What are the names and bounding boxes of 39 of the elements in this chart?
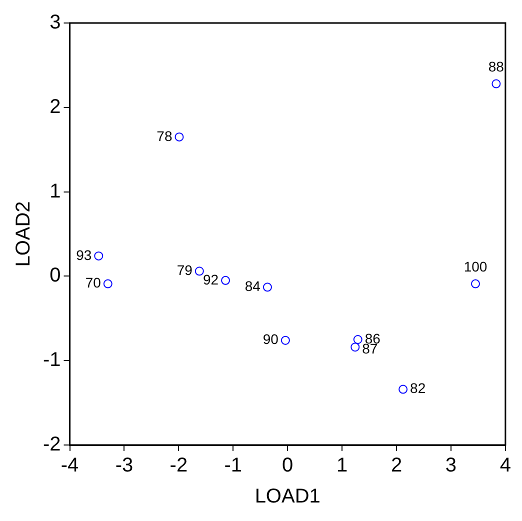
x-tick-label: 4 bbox=[500, 454, 511, 477]
point bbox=[492, 79, 501, 88]
x-tick-label: -2 bbox=[170, 454, 188, 477]
annotation: 90 bbox=[262, 331, 279, 348]
annotation: 78 bbox=[156, 128, 172, 144]
point bbox=[94, 251, 104, 260]
y-tick-label: -1 bbox=[42, 349, 61, 372]
annotation: 100 bbox=[464, 258, 488, 275]
annotation: 92 bbox=[202, 271, 219, 288]
annotation: 70 bbox=[85, 274, 102, 291]
annotation: 82 bbox=[410, 380, 426, 396]
annotation: 88 bbox=[488, 58, 504, 75]
y-tick-label: 2 bbox=[50, 96, 61, 118]
point bbox=[470, 279, 480, 288]
point bbox=[262, 282, 272, 292]
y-axis-title: LOAD2 bbox=[12, 201, 35, 267]
annotation: 84 bbox=[244, 278, 261, 294]
x-tick-label: 3 bbox=[445, 454, 457, 477]
point bbox=[280, 336, 290, 345]
point bbox=[221, 276, 230, 285]
point bbox=[398, 384, 408, 394]
x-axis-title: LOAD1 bbox=[254, 486, 320, 508]
x-tick-label: 0 bbox=[282, 454, 294, 477]
y-tick-label: 1 bbox=[50, 180, 61, 202]
x-tick-label: -4 bbox=[60, 454, 79, 477]
y-tick-label: -2 bbox=[42, 434, 61, 456]
point bbox=[353, 335, 362, 344]
x-tick-label: 2 bbox=[390, 454, 402, 477]
point bbox=[350, 342, 360, 352]
x-tick-label: 1 bbox=[336, 454, 348, 477]
point bbox=[174, 132, 184, 142]
annotation: 79 bbox=[176, 262, 193, 278]
y-tick-label: 0 bbox=[50, 264, 61, 287]
annotation: 93 bbox=[76, 246, 92, 263]
y-tick-label: 3 bbox=[50, 12, 61, 34]
x-tick-label: -1 bbox=[224, 454, 242, 477]
point bbox=[103, 279, 112, 288]
x-tick-label: -3 bbox=[115, 454, 134, 477]
point bbox=[194, 266, 204, 276]
